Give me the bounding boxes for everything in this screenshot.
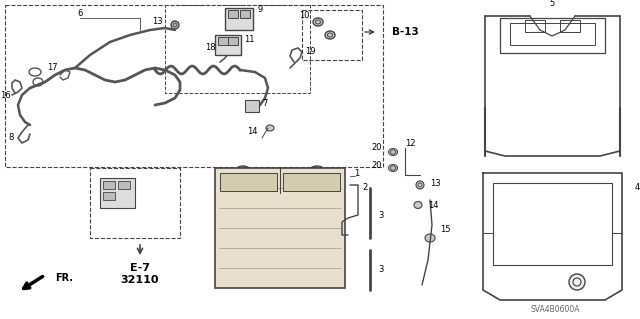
Text: SVA4B0600A: SVA4B0600A <box>531 306 580 315</box>
Ellipse shape <box>173 23 177 27</box>
Bar <box>103 181 115 189</box>
Bar <box>215 35 241 55</box>
Text: 9: 9 <box>258 5 263 14</box>
Bar <box>302 10 362 60</box>
Text: 19: 19 <box>305 48 316 56</box>
Bar <box>225 8 253 30</box>
Ellipse shape <box>266 125 274 131</box>
Text: 32110: 32110 <box>121 275 159 285</box>
Bar <box>283 173 340 191</box>
Bar <box>560 20 580 32</box>
Text: 17: 17 <box>47 63 58 72</box>
Bar <box>100 178 135 208</box>
Text: B-13: B-13 <box>392 27 419 37</box>
Text: 14: 14 <box>248 128 258 137</box>
Bar <box>215 168 345 288</box>
Ellipse shape <box>388 165 397 172</box>
Text: 3: 3 <box>378 211 383 219</box>
Ellipse shape <box>171 21 179 29</box>
Text: 20: 20 <box>371 144 382 152</box>
Ellipse shape <box>569 274 585 290</box>
Text: 5: 5 <box>549 0 555 8</box>
Text: 14: 14 <box>428 201 438 210</box>
Text: 20: 20 <box>371 160 382 169</box>
Text: 7: 7 <box>262 100 268 108</box>
Text: 16: 16 <box>1 91 11 100</box>
Text: 13: 13 <box>152 18 163 26</box>
Ellipse shape <box>425 234 435 242</box>
Bar <box>240 10 250 18</box>
Bar <box>118 181 130 189</box>
Text: 2: 2 <box>362 183 367 192</box>
Bar <box>218 37 228 45</box>
Ellipse shape <box>414 202 422 209</box>
Bar <box>245 100 259 112</box>
Ellipse shape <box>236 166 250 174</box>
Bar <box>165 5 310 93</box>
Bar <box>90 168 180 238</box>
Text: 18: 18 <box>205 43 216 53</box>
Text: 3: 3 <box>378 265 383 275</box>
Bar <box>220 173 277 191</box>
Ellipse shape <box>313 18 323 26</box>
Ellipse shape <box>310 166 324 174</box>
Text: E-7: E-7 <box>130 263 150 273</box>
Text: 15: 15 <box>440 226 451 234</box>
Bar <box>510 23 595 45</box>
Ellipse shape <box>416 181 424 189</box>
Text: 11: 11 <box>244 35 255 44</box>
Ellipse shape <box>388 149 397 155</box>
Bar <box>228 37 238 45</box>
Text: 10: 10 <box>300 11 310 19</box>
Text: 6: 6 <box>77 10 83 19</box>
Text: 13: 13 <box>430 179 440 188</box>
Bar <box>525 20 545 32</box>
Text: FR.: FR. <box>55 273 73 283</box>
Bar <box>103 192 115 200</box>
Text: 12: 12 <box>404 138 415 147</box>
Text: 1: 1 <box>355 168 360 177</box>
Text: 8: 8 <box>8 133 14 143</box>
Bar <box>493 183 612 265</box>
Text: 4: 4 <box>635 183 640 192</box>
Bar <box>228 10 238 18</box>
Ellipse shape <box>325 31 335 39</box>
Bar <box>500 18 605 53</box>
Bar <box>5 5 383 167</box>
